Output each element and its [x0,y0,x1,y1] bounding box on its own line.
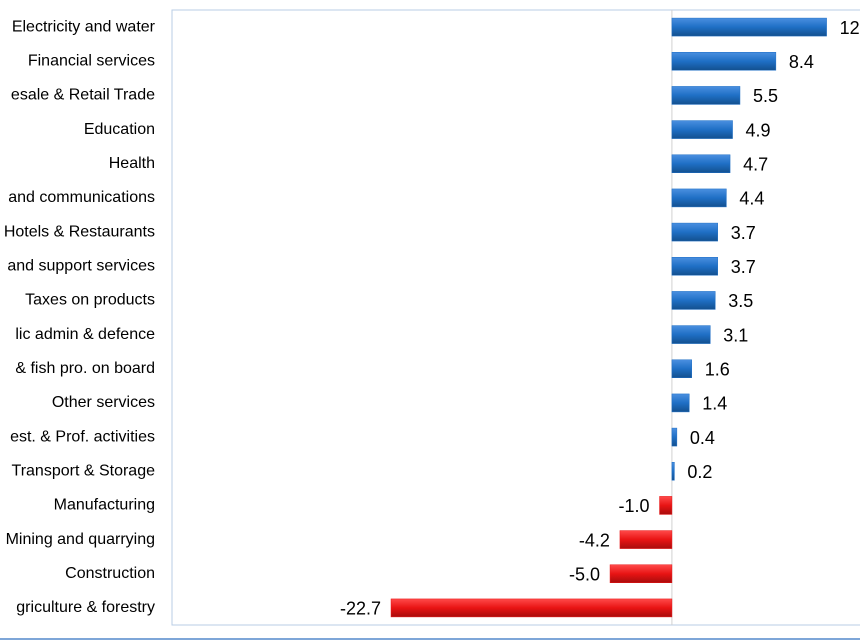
value-label: 8.4 [789,52,814,72]
value-label: 0.4 [690,428,715,448]
value-label: 0.2 [687,462,712,482]
category-label: and communications [8,189,155,206]
category-label: est. & Prof. activities [10,428,155,445]
bar [671,52,777,71]
bar [671,86,741,105]
category-label: Health [109,155,155,172]
value-label: -22.7 [340,599,381,619]
bar [671,17,827,37]
value-label: 4.9 [746,120,771,140]
bar [671,154,731,173]
value-label: 4.4 [739,189,764,209]
bar [671,222,718,242]
bar [671,393,690,413]
bar [609,564,673,583]
plot-area [171,9,860,626]
bar [671,359,692,378]
value-label: -4.2 [579,530,610,550]
value-label: 3.7 [731,257,756,277]
bar [671,427,678,447]
category-label: Transport & Storage [12,462,156,479]
bar [619,530,673,549]
category-label: griculture & forestry [16,599,155,616]
bar [671,325,711,344]
bar [671,120,733,139]
value-label: -1.0 [619,496,650,516]
value-label: 3.5 [728,291,753,311]
category-label: lic admin & defence [15,326,155,343]
value-label: 3.1 [723,325,748,345]
bar [390,598,673,618]
category-label: Manufacturing [54,497,155,514]
category-label: & fish pro. on board [15,360,155,377]
category-label: Mining and quarrying [6,531,155,548]
bar [671,291,716,310]
category-label: Electricity and water [12,18,156,35]
category-label: and support services [7,257,155,274]
value-label: -5.0 [569,565,600,585]
category-label: Construction [65,565,155,582]
value-label: 1.4 [702,394,727,414]
category-label: esale & Retail Trade [11,87,155,104]
bar [671,188,727,208]
value-label: 12.5 [840,18,860,38]
value-label: 3.7 [731,223,756,243]
bar [671,462,675,481]
category-label: Education [84,121,155,138]
value-label: 5.5 [753,86,778,106]
bar [659,496,673,515]
value-label: 1.6 [705,360,730,380]
bar [671,257,718,276]
category-label: Other services [52,394,155,411]
category-label: Financial services [28,52,155,69]
value-label: 4.7 [743,155,768,175]
category-label: Hotels & Restaurants [4,223,155,240]
category-label: Taxes on products [25,292,155,309]
